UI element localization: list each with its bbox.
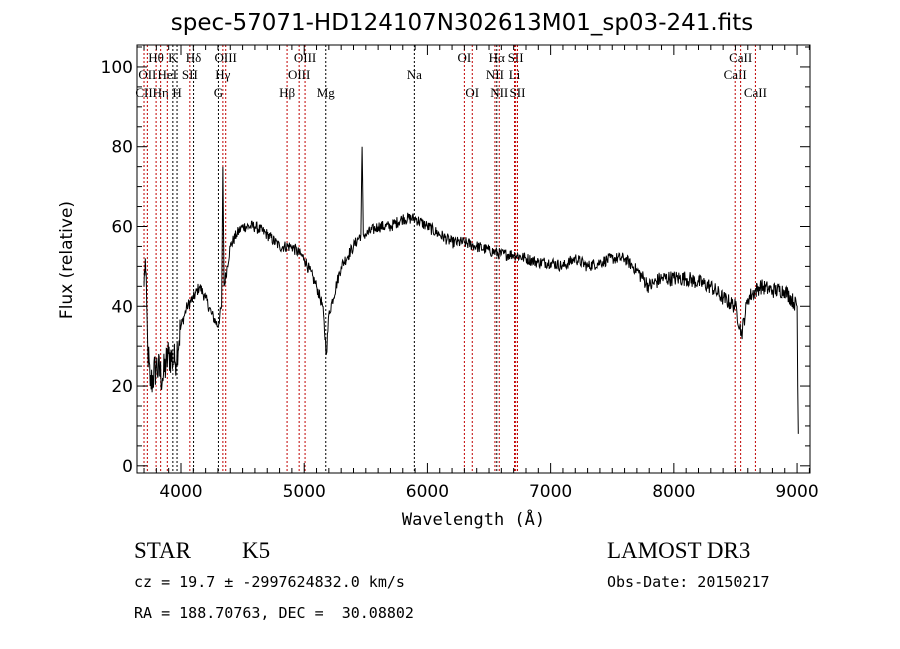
spectral-line-label: SII bbox=[510, 85, 526, 100]
spectral-line-label: CaII bbox=[729, 50, 752, 65]
spectral-line-label: OII bbox=[138, 67, 156, 82]
y-tick-label: 100 bbox=[101, 58, 133, 78]
spectral-line-label: H bbox=[172, 85, 181, 100]
spectral-line-label: NII bbox=[490, 85, 508, 100]
x-tick-label: 4000 bbox=[159, 482, 202, 502]
spectrum-line bbox=[143, 146, 799, 434]
spectral-line-label: OIII bbox=[288, 67, 310, 82]
spectral-line-label: OI bbox=[465, 85, 479, 100]
spectral-line-label: Hδ bbox=[186, 50, 202, 65]
spectral-line-label: CaII bbox=[744, 85, 767, 100]
spectral-line-label: Hβ bbox=[279, 85, 295, 100]
redshift-cz: cz = 19.7 ± -2997624832.0 km/s bbox=[134, 573, 405, 591]
chart-title: spec-57071-HD124107N302613M01_sp03-241.f… bbox=[170, 10, 754, 36]
spectral-line-label: K bbox=[168, 50, 178, 65]
spectral-line-label: OIII bbox=[215, 50, 237, 65]
spectral-line-label: HeI bbox=[158, 67, 178, 82]
ra-dec: RA = 188.70763, DEC = 30.08802 bbox=[134, 604, 414, 622]
spectral-line-label: NII bbox=[486, 67, 504, 82]
spectral-line-label: Hθ bbox=[148, 50, 164, 65]
spectral-line-label: G bbox=[214, 85, 223, 100]
spectral-line-label: Mg bbox=[317, 85, 336, 100]
x-axis-label: Wavelength (Å) bbox=[401, 510, 546, 530]
spectral-line-label: SII bbox=[182, 67, 198, 82]
object-class: STAR bbox=[134, 538, 191, 563]
x-tick-label: 5000 bbox=[283, 482, 326, 502]
y-tick-label: 40 bbox=[111, 297, 133, 317]
survey-name: LAMOST DR3 bbox=[607, 538, 751, 563]
y-tick-label: 60 bbox=[111, 217, 133, 237]
y-tick-label: 80 bbox=[111, 138, 133, 158]
plot-frame bbox=[136, 44, 811, 474]
spectral-line-label: Li bbox=[509, 67, 521, 82]
spectral-line-label: Na bbox=[407, 67, 422, 82]
object-subclass: K5 bbox=[242, 538, 271, 563]
y-tick-label: 0 bbox=[122, 457, 133, 477]
y-tick-label: 20 bbox=[111, 377, 133, 397]
x-tick-label: 7000 bbox=[529, 482, 572, 502]
y-axis-label: Flux (relative) bbox=[57, 200, 77, 320]
spectral-line-label: OIII bbox=[294, 50, 316, 65]
x-tick-label: 8000 bbox=[652, 482, 695, 502]
spectral-line-label: CaII bbox=[724, 67, 747, 82]
x-tick-label: 9000 bbox=[775, 482, 818, 502]
x-tick-label: 6000 bbox=[406, 482, 449, 502]
spectral-line-label: Hγ bbox=[215, 67, 230, 82]
spectral-line-label: SII bbox=[508, 50, 524, 65]
spectral-line-label: Hη bbox=[153, 85, 169, 100]
spectral-line-label: Hα bbox=[489, 50, 505, 65]
obs-date: Obs-Date: 20150217 bbox=[607, 573, 770, 591]
spectral-line-label: CII bbox=[135, 85, 152, 100]
spectral-line-label: OI bbox=[458, 50, 472, 65]
